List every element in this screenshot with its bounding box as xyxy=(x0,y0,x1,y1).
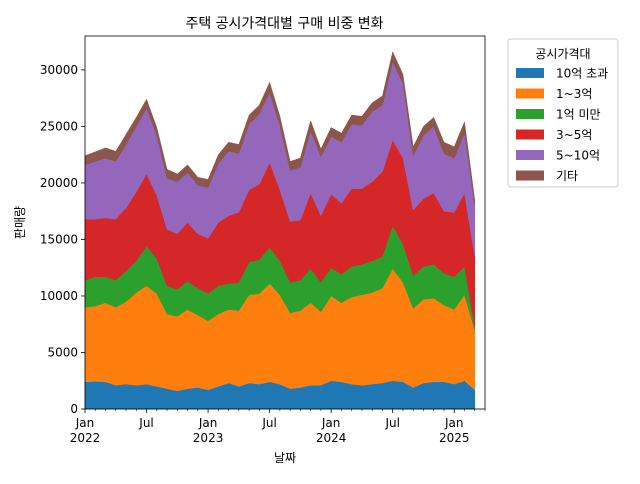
y-axis: 0 5000 10000 15000 20000 25000 30000 xyxy=(40,63,85,416)
x-tick-label: Jan xyxy=(444,416,464,430)
x-tick-label: Jan xyxy=(75,416,95,430)
legend-swatch xyxy=(516,170,544,181)
legend-swatch xyxy=(516,150,544,160)
x-tick-label: Jul xyxy=(384,416,399,430)
x-axis-label: 날짜 xyxy=(274,451,296,465)
x-tick-label: Jan xyxy=(321,416,341,430)
legend-swatch xyxy=(516,129,544,140)
x-tick-label: Jul xyxy=(261,416,276,430)
legend-label: 1억 미만 xyxy=(556,108,601,122)
legend-swatch xyxy=(516,68,544,78)
y-tick-label: 25000 xyxy=(40,119,78,133)
legend-label: 기타 xyxy=(556,169,578,183)
y-tick-label: 0 xyxy=(70,402,78,416)
x-tick-label: Jul xyxy=(138,416,153,430)
x-tick-year-label: 2023 xyxy=(193,431,224,445)
chart-title: 주택 공시가격대별 구매 비중 변화 xyxy=(185,16,383,32)
x-tick-year-label: 2025 xyxy=(439,431,470,445)
legend-label: 1~3억 xyxy=(556,87,592,101)
y-axis-label: 판매량 xyxy=(13,206,27,239)
area-series-layer xyxy=(84,51,475,410)
legend-swatch xyxy=(516,88,544,99)
area-series-6 xyxy=(84,51,475,206)
y-tick-label: 20000 xyxy=(40,176,78,190)
plot-frame xyxy=(84,35,486,410)
x-tick-year-label: 2024 xyxy=(316,431,347,445)
legend-label: 10억 초과 xyxy=(556,67,608,81)
legend-label: 3~5억 xyxy=(556,128,592,142)
x-tick-label: Jan xyxy=(198,416,218,430)
legend-title: 공시가격대 xyxy=(535,47,590,61)
legend-label: 5~10억 xyxy=(556,149,600,163)
y-tick-label: 30000 xyxy=(40,63,78,77)
legend-swatch xyxy=(516,109,544,119)
y-tick-label: 5000 xyxy=(47,345,78,359)
y-tick-label: 15000 xyxy=(40,232,78,246)
y-tick-label: 10000 xyxy=(40,289,78,303)
x-tick-year-label: 2022 xyxy=(70,431,101,445)
